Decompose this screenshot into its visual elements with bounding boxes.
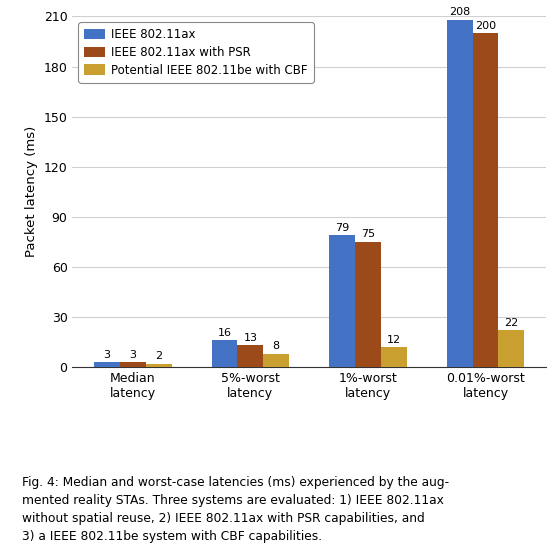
Text: 13: 13: [243, 333, 257, 343]
Text: 16: 16: [217, 328, 232, 338]
Bar: [447, 20, 472, 367]
Bar: [329, 235, 355, 367]
Text: 79: 79: [335, 222, 349, 233]
Bar: [212, 340, 237, 367]
Text: 8: 8: [272, 341, 280, 351]
Text: Fig. 4: Median and worst-case latencies (ms) experienced by the aug-
mented real: Fig. 4: Median and worst-case latencies …: [22, 476, 449, 543]
Bar: [381, 347, 407, 367]
Text: 22: 22: [504, 318, 519, 328]
Bar: [355, 242, 381, 367]
Text: 3: 3: [129, 350, 136, 359]
Bar: [120, 362, 146, 367]
Text: 208: 208: [449, 7, 470, 18]
Bar: [237, 345, 263, 367]
Y-axis label: Packet latency (ms): Packet latency (ms): [25, 126, 38, 258]
Bar: [94, 362, 120, 367]
Text: 75: 75: [361, 230, 375, 239]
Legend: IEEE 802.11ax, IEEE 802.11ax with PSR, Potential IEEE 802.11be with CBF: IEEE 802.11ax, IEEE 802.11ax with PSR, P…: [79, 22, 314, 83]
Text: 2: 2: [155, 351, 162, 361]
Text: 200: 200: [475, 21, 496, 31]
Bar: [499, 330, 524, 367]
Bar: [263, 354, 289, 367]
Bar: [146, 364, 172, 367]
Text: 12: 12: [387, 335, 401, 345]
Text: 3: 3: [104, 350, 110, 359]
Bar: [472, 33, 499, 367]
